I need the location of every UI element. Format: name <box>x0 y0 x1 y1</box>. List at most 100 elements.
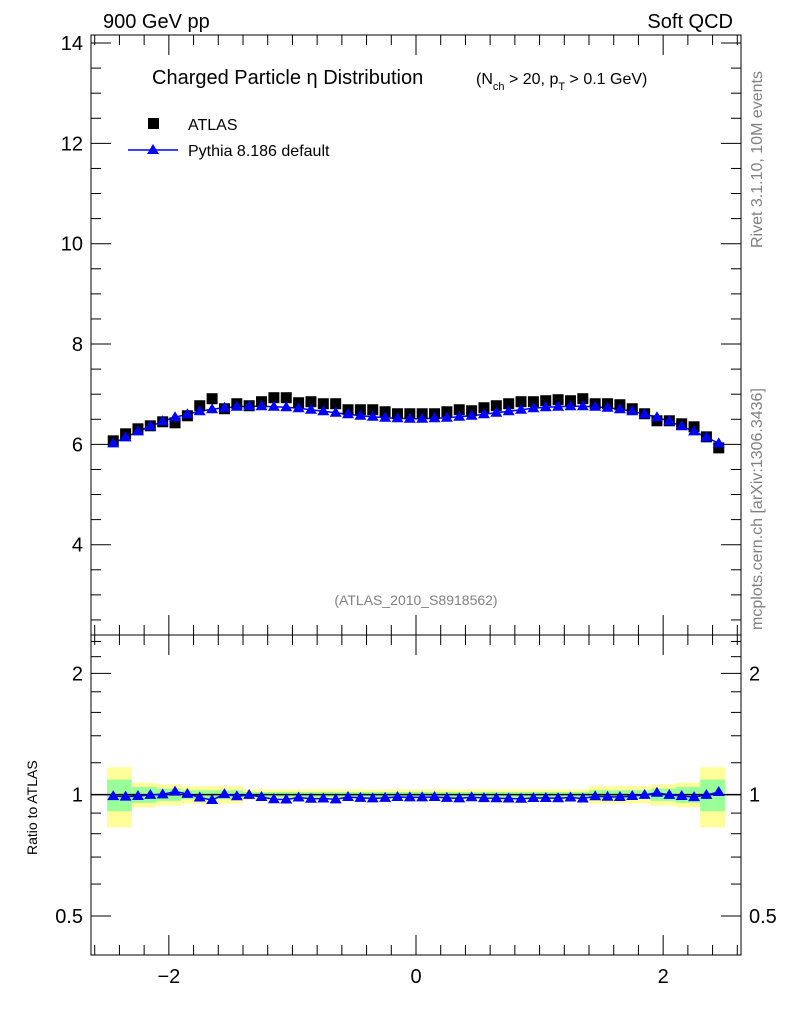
y-tick-label: 10 <box>61 234 83 256</box>
ratio-pythia-point <box>663 788 676 799</box>
ratio-pythia-point <box>391 791 404 802</box>
ratio-pythia-point <box>465 791 478 802</box>
ratio-pythia-point <box>477 792 490 803</box>
pythia-point <box>440 411 453 422</box>
pythia-point <box>243 400 256 411</box>
atlas-point <box>540 395 552 407</box>
pythia-point <box>107 437 120 448</box>
atlas-point <box>379 406 391 418</box>
ratio-pythia-point <box>428 791 441 802</box>
y-tick-label: 12 <box>61 133 83 155</box>
pythia-point <box>638 408 651 419</box>
pythia-point <box>304 403 317 414</box>
ratio-pythia-point <box>453 792 466 803</box>
ratio-pythia-point <box>552 792 565 803</box>
ratio-pythia-point <box>329 793 342 804</box>
header-right: Soft QCD <box>647 11 733 33</box>
ratio-pythia-point <box>304 792 317 803</box>
pythia-point <box>477 408 490 419</box>
ratio-pythia-point <box>650 786 663 797</box>
pythia-point <box>502 405 515 416</box>
pythia-point <box>131 425 144 436</box>
pythia-point <box>663 415 676 426</box>
ratio-pythia-point <box>255 790 268 801</box>
pythia-point <box>156 415 169 426</box>
ratio-y-tick-label: 0.5 <box>55 906 83 928</box>
ratio-pythia-point <box>169 785 182 796</box>
pythia-point <box>366 410 379 421</box>
ratio-pythia-point <box>675 790 688 801</box>
ratio-pythia-point <box>230 790 243 801</box>
ratio-pythia-point <box>688 791 701 802</box>
y-tick-label: 6 <box>72 434 83 456</box>
ratio-pythia-point <box>280 793 293 804</box>
ratio-pythia-point <box>440 791 453 802</box>
y-tick-label: 4 <box>72 535 83 557</box>
pythia-point <box>169 411 182 422</box>
pythia-point <box>465 409 478 420</box>
x-tick-label: 2 <box>658 966 669 988</box>
pythia-point <box>712 437 725 448</box>
atlas-point <box>330 398 342 410</box>
ratio-pythia-point <box>131 790 144 801</box>
atlas-point <box>367 404 379 416</box>
pythia-point <box>688 425 701 436</box>
pythia-point <box>589 400 602 411</box>
ratio-pythia-point <box>576 792 589 803</box>
pythia-point <box>515 403 528 414</box>
pythia-point <box>650 411 663 422</box>
atlas-point <box>354 404 366 416</box>
ratio-pythia-point <box>366 792 379 803</box>
pythia-point <box>613 403 626 414</box>
ratio-y-tick-label-right: 0.5 <box>749 906 777 928</box>
atlas-point <box>713 442 725 454</box>
pythia-point <box>144 420 157 431</box>
legend-atlas-label: ATLAS <box>188 117 238 134</box>
atlas-point <box>478 402 490 414</box>
pythia-point <box>675 420 688 431</box>
ratio-pythia-point <box>589 790 602 801</box>
ratio-pythia-point <box>638 788 651 799</box>
ratio-pythia-point <box>515 792 528 803</box>
pythia-point <box>379 411 392 422</box>
ratio-pythia-point <box>416 791 429 802</box>
ratio-pythia-point <box>564 791 577 802</box>
ratio-pythia-point <box>193 791 206 802</box>
pythia-point <box>576 400 589 411</box>
pythia-point <box>193 405 206 416</box>
watermark: (ATLAS_2010_S8918562) <box>334 592 497 608</box>
pythia-point <box>490 406 503 417</box>
side-rivet: Rivet 3.1.10, 10M events <box>749 71 766 248</box>
pythia-point <box>317 405 330 416</box>
pythia-point <box>700 431 713 442</box>
pythia-point <box>329 406 342 417</box>
ratio-pythia-point <box>712 786 725 797</box>
ratio-pythia-point <box>626 789 639 800</box>
ratio-pythia-point <box>206 794 219 805</box>
ratio-pythia-point <box>613 790 626 801</box>
legend-pythia-label: Pythia 8.186 default <box>188 143 330 160</box>
ratio-pythia-point <box>181 787 194 798</box>
header-left: 900 GeV pp <box>103 11 210 33</box>
ratio-pythia-point <box>539 791 552 802</box>
pythia-point <box>255 400 268 411</box>
ratio-pythia-point <box>156 788 169 799</box>
pythia-point <box>601 401 614 412</box>
pythia-point <box>453 410 466 421</box>
ratio-pythia-point <box>317 792 330 803</box>
ratio-pythia-point <box>354 791 367 802</box>
atlas-point <box>577 393 589 405</box>
pythia-point <box>230 400 243 411</box>
ratio-pythia-point <box>292 791 305 802</box>
atlas-point <box>552 394 564 406</box>
atlas-point <box>280 392 292 404</box>
pythia-point <box>280 401 293 412</box>
pythia-point <box>403 412 416 423</box>
atlas-point <box>268 392 280 404</box>
ratio-y-tick-label: 2 <box>72 663 83 685</box>
pythia-point <box>181 408 194 419</box>
ratio-y-tick-label: 1 <box>72 785 83 807</box>
pythia-point <box>206 403 219 414</box>
ratio-pythia-point <box>403 791 416 802</box>
